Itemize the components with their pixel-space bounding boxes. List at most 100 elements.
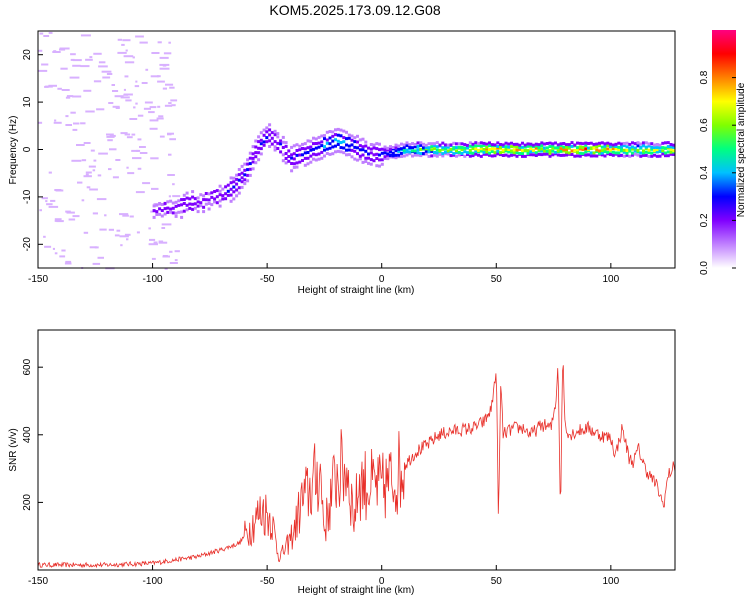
spectrogram-cell bbox=[177, 199, 181, 203]
spectrogram-cell bbox=[496, 149, 500, 153]
spectrogram-cell bbox=[317, 141, 321, 145]
spectrogram-cell bbox=[474, 149, 478, 153]
spectrogram-cell bbox=[548, 151, 552, 155]
spectrogram-cell bbox=[488, 148, 491, 151]
spectrogram-cell bbox=[493, 154, 497, 158]
spectrogram-cell bbox=[457, 153, 461, 157]
spectrogram-cell bbox=[375, 147, 379, 151]
spectrogram-cell bbox=[556, 146, 560, 150]
spectrogram-cell bbox=[419, 147, 423, 151]
spectrogram-cell bbox=[620, 147, 623, 151]
spectrogram-cell bbox=[163, 52, 172, 55]
spectrogram-cell bbox=[422, 146, 425, 150]
spectrogram-cell bbox=[158, 240, 164, 243]
spectrogram-cell bbox=[471, 142, 475, 146]
spectrogram-cell bbox=[433, 147, 436, 151]
spectrogram-cell bbox=[570, 153, 574, 156]
spectrogram-cell bbox=[66, 95, 74, 98]
spectrogram-cell bbox=[614, 145, 618, 148]
figure-title: KOM5.2025.173.09.12.G08 bbox=[269, 2, 440, 18]
spectrogram-cell bbox=[273, 129, 277, 133]
spectrogram-cell bbox=[98, 152, 108, 155]
spectrogram-cell bbox=[655, 150, 659, 154]
spectrogram-cell bbox=[290, 169, 294, 173]
spectrogram-cell bbox=[80, 65, 90, 68]
spectrogram-cell bbox=[413, 153, 417, 157]
spectrogram-cell bbox=[153, 241, 158, 244]
spectrogram-cell bbox=[323, 137, 326, 141]
spectrogram-cell bbox=[328, 136, 332, 140]
spectrogram-cell bbox=[127, 172, 135, 175]
spectrogram-cell bbox=[243, 168, 247, 172]
spectrogram-cell bbox=[169, 262, 178, 264]
spectrogram-cell bbox=[647, 144, 651, 148]
spectrogram-cell bbox=[361, 145, 365, 149]
spectrogram-cell bbox=[80, 122, 86, 125]
spectrogram-cell bbox=[411, 149, 414, 153]
spectrogram-cell bbox=[323, 145, 326, 149]
spectrogram-cell bbox=[402, 146, 406, 150]
spectrogram-cell bbox=[479, 149, 483, 153]
spectrogram-cell bbox=[499, 153, 502, 157]
spectrogram-cell bbox=[369, 147, 373, 151]
spectrogram-cell bbox=[603, 144, 607, 148]
spectrogram-cell bbox=[317, 145, 321, 149]
spectrogram-cell bbox=[339, 146, 343, 150]
spectrogram-cell bbox=[598, 141, 601, 145]
spectrogram-cell bbox=[83, 89, 92, 92]
spectrogram-cell bbox=[482, 143, 486, 147]
spectrogram-cell bbox=[232, 190, 236, 194]
spectrogram-cell bbox=[466, 143, 469, 147]
spectrogram-cell bbox=[210, 191, 214, 195]
spectrogram-cell bbox=[523, 143, 527, 147]
spectrogram-cell bbox=[386, 146, 390, 150]
spectrogram-cell bbox=[548, 141, 552, 145]
spectrogram-cell bbox=[501, 143, 505, 147]
spectrogram-cell bbox=[562, 148, 566, 152]
spectrogram-cell bbox=[221, 187, 225, 191]
spectrogram-cell bbox=[202, 198, 206, 202]
spectrogram-cell bbox=[622, 154, 626, 158]
spectrogram-cell bbox=[661, 141, 665, 145]
spectrogram-cell bbox=[606, 147, 610, 151]
spectrogram-cell bbox=[380, 151, 384, 155]
spectrogram-cell bbox=[221, 194, 225, 198]
spectrogram-cell bbox=[320, 144, 324, 148]
spectrogram-cell bbox=[529, 153, 533, 157]
spectrogram-cell bbox=[88, 165, 96, 168]
spectrogram-cell bbox=[625, 141, 629, 145]
spectrogram-cell bbox=[416, 153, 420, 157]
spectrogram-cell bbox=[598, 144, 601, 147]
spectrogram-cell bbox=[587, 153, 590, 157]
spectrogram-cell bbox=[534, 151, 538, 155]
spectrogram-cell bbox=[642, 151, 645, 155]
spectrogram-cell bbox=[182, 193, 186, 197]
spectrogram-cell bbox=[606, 144, 610, 148]
spectrogram-cell bbox=[281, 153, 285, 157]
spectrogram-cell bbox=[70, 53, 76, 56]
spectrogram-cell bbox=[402, 150, 406, 154]
spectrogram-cell bbox=[96, 108, 105, 111]
spectrogram-cell bbox=[358, 148, 362, 152]
spectrogram-cell bbox=[556, 143, 560, 147]
spectrogram-cell bbox=[273, 140, 277, 144]
spectrogram-cell bbox=[70, 58, 75, 61]
spectrogram-cell bbox=[80, 34, 91, 37]
spectrogram-cell bbox=[600, 149, 604, 153]
spectrogram-cell bbox=[350, 143, 354, 147]
spectrogram-cell bbox=[48, 205, 59, 208]
spectrogram-cell bbox=[109, 134, 116, 137]
spectrogram-cell bbox=[180, 210, 184, 214]
spectrogram-cell bbox=[600, 141, 604, 145]
spectrogram-cell bbox=[109, 148, 117, 151]
spectrogram-cell bbox=[664, 151, 667, 155]
spectrogram-cell bbox=[592, 151, 596, 155]
spectrogram-cell bbox=[356, 140, 359, 144]
snr-x-tick-label: 100 bbox=[602, 576, 619, 587]
spectrogram-cell bbox=[479, 141, 483, 145]
spectrogram-cell bbox=[419, 152, 423, 155]
spectrogram-heatmap bbox=[38, 31, 676, 270]
spectrogram-cell bbox=[72, 95, 82, 98]
spectrogram-cell bbox=[543, 146, 546, 150]
spectrogram-cell bbox=[658, 154, 662, 158]
